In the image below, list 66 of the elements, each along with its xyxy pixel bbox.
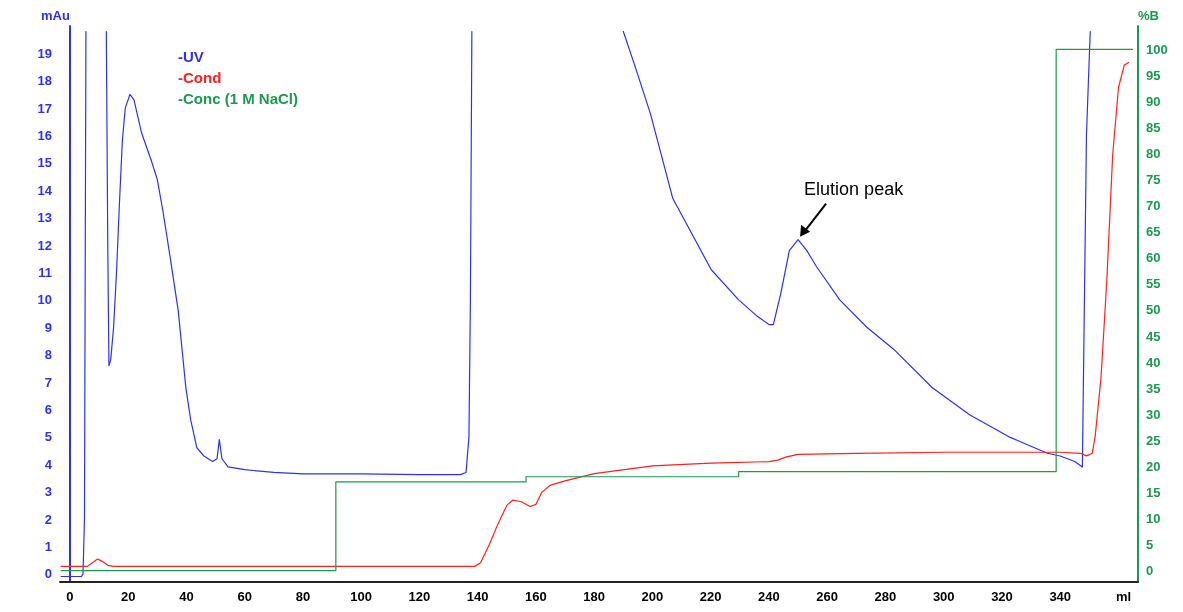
x-tick-label: 40 (179, 589, 194, 604)
y2-tick-label: 75 (1146, 172, 1161, 188)
y2-axis-title: %B (1138, 8, 1159, 23)
annotation: Elution peak (804, 178, 905, 199)
y2-tick-label: 5 (1146, 536, 1154, 552)
y2-tick-label: 65 (1146, 224, 1161, 240)
y2-tick-label: 30 (1146, 406, 1161, 422)
x-tick-label: 140 (466, 589, 489, 604)
y-tick-label: 19 (37, 45, 52, 61)
y2-tick-label: 55 (1146, 276, 1161, 292)
y-tick-label: 13 (37, 210, 52, 226)
x-tick-label: 160 (525, 589, 547, 604)
y-tick-label: 17 (37, 100, 52, 116)
y2-tick-label: 45 (1146, 328, 1161, 344)
y2-tick-label: 40 (1146, 354, 1161, 370)
x-axis-title: ml (1116, 589, 1132, 604)
x-tick-label: 20 (120, 589, 136, 604)
y-tick-label: 15 (37, 155, 52, 171)
y2-tick-label: 60 (1146, 250, 1161, 266)
y-tick-label: 7 (44, 374, 52, 390)
x-tick-label: 0 (66, 589, 74, 604)
x-tick-label: 260 (816, 589, 839, 604)
y-tick-label: 12 (37, 237, 52, 253)
y-tick-label: 4 (44, 456, 53, 472)
y-tick-label: 2 (44, 511, 52, 527)
y2-tick-label: 95 (1146, 68, 1161, 83)
y-tick-label: 8 (44, 347, 52, 363)
y-axis-title: mAu (41, 8, 70, 23)
y-tick-label: 9 (44, 319, 52, 335)
y2-tick-label: 10 (1146, 510, 1161, 526)
x-tick-label: 100 (350, 589, 373, 604)
y2-tick-label: 70 (1146, 198, 1161, 214)
y-tick-label: 18 (37, 73, 52, 89)
x-tick-label: 120 (408, 589, 431, 604)
y-tick-label: 10 (37, 292, 52, 308)
y-tick-label: 6 (44, 401, 52, 417)
y2-tick-label: 85 (1146, 120, 1161, 136)
y-tick-label: 14 (37, 182, 53, 198)
y2-tick-label: 50 (1146, 302, 1161, 318)
x-tick-label: 80 (295, 589, 311, 604)
x-tick-label: 320 (991, 589, 1013, 604)
x-tick-label: 300 (932, 589, 955, 604)
y2-tick-label: 0 (1146, 563, 1154, 579)
x-tick-label: 220 (699, 589, 722, 604)
y2-tick-label: 90 (1146, 94, 1161, 110)
y-tick-label: 5 (44, 429, 52, 445)
text: -UV (178, 48, 204, 65)
y-tick-label: 1 (44, 538, 52, 554)
y-tick-label: 3 (44, 484, 52, 500)
y2-tick-label: 20 (1146, 458, 1161, 474)
y-tick-label: 11 (38, 265, 52, 280)
x-tick-label: 180 (583, 589, 606, 604)
x-tick-label: 240 (758, 589, 780, 604)
text: -Conc (1 M NaCl) (178, 90, 298, 107)
x-tick-label: 280 (874, 589, 897, 604)
x-tick-label: 340 (1049, 589, 1072, 604)
x-tick-label: 200 (641, 589, 664, 604)
y2-tick-label: 80 (1146, 146, 1161, 162)
y2-tick-label: 100 (1146, 41, 1168, 57)
y-tick-label: 16 (37, 128, 52, 144)
y-tick-label: 0 (44, 566, 52, 582)
x-tick-label: 60 (237, 589, 252, 604)
y2-tick-label: 35 (1146, 380, 1161, 396)
text: -Cond (178, 69, 222, 86)
y2-tick-label: 25 (1146, 432, 1161, 448)
y2-tick-label: 15 (1146, 484, 1161, 500)
